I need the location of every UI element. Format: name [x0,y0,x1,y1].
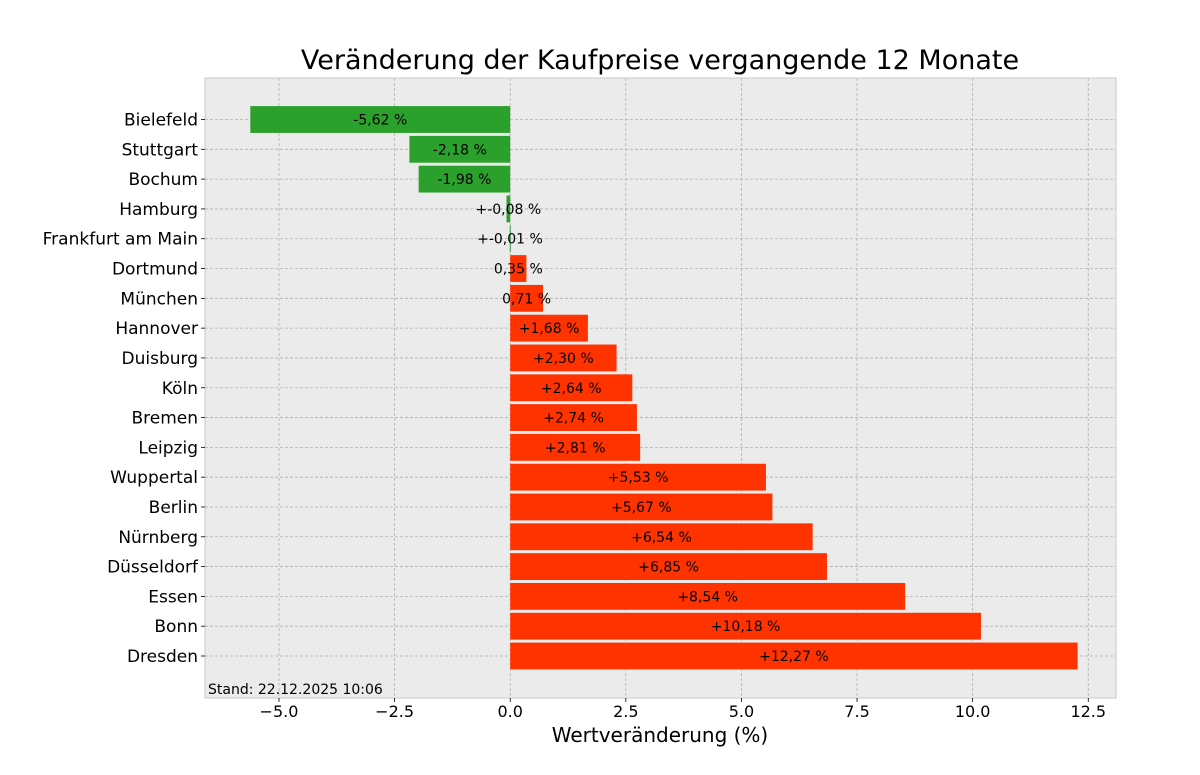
bar-value-label: -1,98 % [437,172,491,188]
bar [510,493,773,521]
y-tick-label: Dresden [127,647,198,667]
x-tick-layer: −5.0 −2.5 0.0 2.5 5.0 7.5 10.0 12.5 [260,698,1106,721]
x-axis-label: Wertveränderung (%) [552,723,769,747]
bar-value-label: +-0,08 % [475,202,541,218]
y-tick-label: Essen [148,587,198,607]
bar-layer [250,106,1078,670]
y-tick-label: Dortmund [112,260,198,280]
y-tick-label: Duisburg [122,349,199,369]
y-tick-label: Wuppertal [110,468,198,488]
y-tick-label: Bonn [154,617,198,637]
bar-value-label: +2,74 % [543,411,604,427]
bar [510,642,1078,670]
y-tick-label: Hannover [115,319,198,339]
bar [510,463,766,491]
x-tick-label: −2.5 [375,702,414,721]
bar [510,314,588,342]
bar-value-label: +8,54 % [677,589,738,605]
bar [510,553,827,580]
data-label-layer: -5,62 % -2,18 % -1,98 % +-0,08 % +-0,01 % 0,3… [353,113,828,666]
bar-value-label: +5,53 % [608,470,669,486]
chart-title: Veränderung der Kaufpreise vergangende 1… [301,45,1019,76]
y-tick-label: München [120,289,198,309]
bar [506,195,511,223]
bar-value-label: +10,18 % [711,619,781,635]
bar [409,135,511,163]
y-tick-label: Bremen [131,409,198,429]
bar [418,165,511,193]
bar [510,255,527,282]
bar-value-label: +5,67 % [611,500,672,516]
x-tick-label: 5.0 [729,702,754,721]
bar [510,404,637,431]
y-tick-label: Nürnberg [118,528,198,548]
x-tick-label: 2.5 [613,702,638,721]
bar-value-label: +-0,01 % [477,232,543,248]
bar-value-label: +2,30 % [533,351,594,367]
bar [510,523,813,551]
y-tick-layer: Bielefeld Stuttgart Bochum Hamburg Frankfurt… [43,111,205,667]
bar-value-label: +6,54 % [631,530,692,546]
x-tick-label: 12.5 [1070,702,1106,721]
bar-value-label: +12,27 % [759,649,829,665]
bar-value-label: +1,68 % [519,321,580,337]
x-tick-label: 10.0 [955,702,991,721]
bar [510,344,617,372]
x-tick-label: −5.0 [260,702,299,721]
bar [510,582,906,610]
y-tick-label: Köln [162,379,198,399]
bar-value-label: +6,85 % [638,560,699,576]
x-tick-label: 7.5 [844,702,869,721]
bar [510,612,981,640]
x-tick-label: 0.0 [497,702,522,721]
bar [509,225,511,253]
bar-value-label: -5,62 % [353,113,407,129]
bar-value-label: +2,64 % [541,381,602,397]
bar-value-label: +2,81 % [545,440,606,456]
y-tick-label: Hamburg [119,200,198,220]
bar-value-label: 0,71 % [502,291,551,307]
bar-value-label: 0,35 % [494,262,543,278]
y-tick-label: Stuttgart [122,140,199,160]
bar [510,433,641,461]
bar [250,106,511,133]
y-tick-label: Bielefeld [124,111,198,131]
y-tick-label: Berlin [149,498,198,518]
y-tick-label: Frankfurt am Main [43,230,198,250]
bar [510,374,633,402]
y-tick-label: Bochum [128,170,198,190]
timestamp-note: Stand: 22.12.2025 10:06 [208,682,383,698]
bar-value-label: -2,18 % [433,142,487,158]
y-tick-label: Leipzig [138,438,198,458]
y-tick-label: Düsseldorf [107,558,199,578]
bar [510,284,544,312]
